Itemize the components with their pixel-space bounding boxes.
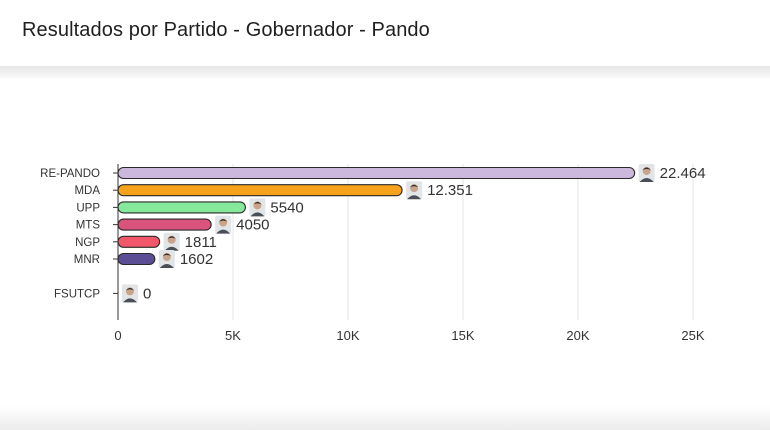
bar: [117, 184, 403, 197]
footer-divider: [0, 406, 770, 430]
page-header: Resultados por Partido - Gobernador - Pa…: [0, 0, 770, 66]
bar: [117, 235, 161, 248]
page-title: Resultados por Partido - Gobernador - Pa…: [22, 19, 430, 41]
candidate-photo-icon: [163, 232, 180, 251]
bar: [117, 201, 246, 214]
data-label: 1811: [185, 234, 217, 251]
bar: [117, 166, 636, 180]
category-label: MDA: [74, 185, 100, 197]
x-tick-label: 25K: [681, 328, 704, 343]
data-label: 0: [143, 285, 151, 302]
data-label: 12.351: [427, 182, 473, 199]
bar: [117, 252, 156, 266]
x-tick-label: 15K: [451, 328, 474, 343]
category-label: MTS: [76, 220, 101, 232]
category-label: RE-PANDO: [40, 168, 100, 180]
data-label: 5540: [270, 199, 303, 216]
category-label: UPP: [76, 202, 100, 214]
x-tick-label: 10K: [336, 328, 359, 343]
category-label: MNR: [74, 254, 100, 266]
bar: [117, 218, 212, 231]
candidate-photo-icon: [638, 164, 655, 182]
candidate-photo-icon: [158, 250, 175, 268]
category-label: FSUTCP: [54, 288, 100, 300]
category-label: NGP: [75, 237, 100, 249]
data-label: 4050: [236, 217, 269, 234]
x-tick-label: 20K: [566, 328, 589, 343]
candidate-photo-icon: [406, 181, 423, 200]
header-divider: [0, 66, 770, 78]
data-label: 22.464: [660, 165, 706, 182]
candidate-photo-icon: [215, 215, 232, 234]
data-label: 1602: [180, 251, 213, 268]
candidate-photo-icon: [249, 198, 266, 217]
candidate-photo-icon: [122, 284, 138, 303]
x-tick-label: 5K: [225, 328, 241, 343]
x-tick-label: 0: [114, 328, 121, 343]
